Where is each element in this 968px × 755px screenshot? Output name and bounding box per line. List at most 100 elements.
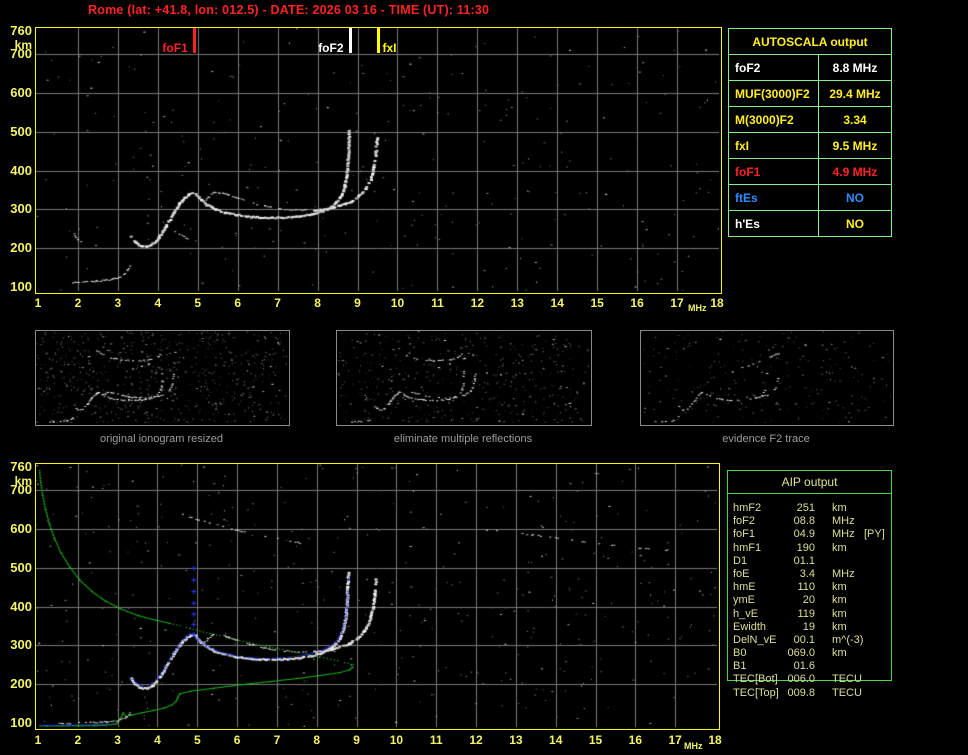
aip-param-label: TEC[Bot]: [733, 673, 778, 686]
param-value: 8.8 MHz: [832, 60, 878, 75]
param-label: MUF(3000)F2: [729, 81, 819, 106]
autoscala-row-fxi: fxI 9.5 MHz: [729, 132, 891, 158]
axis-unit-km: km: [14, 38, 32, 52]
autoscala-row-hes: h'Es NO: [729, 210, 891, 236]
param-label: ftEs: [729, 185, 819, 210]
thumbnail-f2-trace: [640, 330, 894, 426]
x-tick-9: 9: [353, 733, 360, 747]
aip-param-label: DelN_vE: [733, 633, 777, 646]
aip-param-unit: MHz: [832, 515, 855, 528]
param-label: h'Es: [729, 211, 819, 236]
aip-param-label: h_vE: [733, 607, 759, 620]
aip-row-d1: D1 01.1: [733, 555, 903, 568]
x-tick-5: 5: [194, 296, 202, 310]
y-tick-500: 500: [10, 123, 32, 139]
aip-row-b0: B0 069.0 km: [733, 647, 903, 660]
y-tick-200: 200: [10, 676, 32, 692]
aip-param-label: hmF1: [733, 541, 762, 554]
thumbnail-caption-f2: evidence F2 trace: [722, 433, 810, 445]
param-value: 29.4 MHz: [829, 86, 881, 101]
aip-panel: AIP output: [727, 470, 892, 681]
aip-param-extra: [PY]: [864, 528, 885, 541]
x-tick-17: 17: [670, 296, 684, 310]
bottom-ionogram-plot: [35, 463, 720, 730]
aip-param-label: ymE: [733, 594, 755, 607]
param-label: foF2: [729, 55, 819, 80]
aip-param-value: 04.9: [793, 528, 815, 541]
y-tick-760: 760: [10, 23, 32, 38]
top-ionogram-canvas: [36, 28, 719, 291]
x-tick-16: 16: [628, 733, 643, 747]
x-tick-5: 5: [193, 733, 201, 747]
aip-row-hme: hmE 110 km: [733, 581, 903, 594]
x-tick-1: 1: [34, 733, 42, 747]
autoscala-row-muf3000f2: MUF(3000)F2 29.4 MHz: [729, 80, 891, 106]
aip-row-foe: foE 3.4 MHz: [733, 568, 903, 581]
aip-row-hmf1: hmF1 190 km: [733, 542, 903, 555]
x-tick-15: 15: [588, 733, 603, 747]
autoscala-header: AUTOSCALA output: [752, 34, 868, 49]
y-tick-700: 700: [10, 46, 32, 62]
y-tick-200: 200: [10, 240, 32, 256]
y-tick-700: 700: [10, 482, 32, 498]
aip-row-tectop: TEC[Top] 009.8 TECU: [733, 687, 903, 700]
param-label: fxI: [729, 133, 819, 158]
x-tick-12: 12: [470, 296, 485, 310]
x-tick-11: 11: [431, 296, 444, 310]
aip-param-unit: km: [832, 541, 847, 554]
thumbnail-caption-original: original ionogram resized: [100, 433, 223, 445]
thumbnail-original-ionogram: [35, 330, 290, 426]
marker-fof2-line: [348, 28, 352, 53]
x-tick-14: 14: [549, 733, 563, 747]
x-tick-10: 10: [389, 733, 404, 747]
x-tick-4: 4: [154, 733, 161, 747]
thumbnail-eliminate-reflections: [336, 330, 592, 426]
marker-fof1-label: foF1: [162, 41, 188, 55]
x-tick-15: 15: [590, 296, 604, 310]
aip-param-value: 3.4: [799, 567, 815, 580]
x-tick-13: 13: [509, 733, 523, 747]
aip-param-unit: km: [832, 620, 847, 633]
param-label: M(3000)F2: [729, 107, 819, 132]
aip-row-delnve: DelN_vE 00.1 m^(-3): [733, 634, 903, 647]
aip-param-value: 20: [802, 594, 815, 607]
param-label: foF1: [729, 159, 819, 184]
aip-param-value: 006.0: [787, 673, 815, 686]
bottom-ionogram-canvas: [36, 464, 717, 727]
x-tick-7: 7: [274, 296, 281, 310]
page-title: Rome (lat: +41.8, lon: 012.5) - DATE: 20…: [88, 3, 490, 17]
aip-param-label: hmE: [733, 581, 756, 594]
x-tick-10: 10: [390, 296, 405, 310]
aip-row-b1: B1 01.6: [733, 660, 903, 673]
x-tick-3: 3: [114, 733, 121, 747]
x-tick-18: 18: [710, 296, 724, 310]
aip-header: AIP output: [728, 471, 891, 494]
marker-fxi-label: fxI: [382, 41, 397, 55]
axis-unit-mhz: MHz: [684, 741, 703, 751]
y-tick-600: 600: [10, 521, 32, 537]
x-tick-13: 13: [510, 296, 524, 310]
x-tick-17: 17: [668, 733, 682, 747]
aip-param-label: B1: [733, 660, 747, 673]
x-tick-16: 16: [630, 296, 644, 310]
aip-param-label: B0: [733, 647, 747, 660]
marker-fof1-line: [192, 28, 196, 53]
aip-param-value: 19: [802, 620, 815, 633]
aip-param-value: 01.6: [793, 660, 815, 673]
axis-unit-mhz: MHz: [688, 303, 707, 313]
thumbnail-f2-canvas: [641, 331, 891, 423]
autoscala-row-m3000f2: M(3000)F2 3.34: [729, 106, 891, 132]
top-ionogram-plot: [35, 27, 722, 294]
param-value: 3.34: [843, 112, 867, 127]
thumbnail-original-canvas: [36, 331, 287, 423]
autoscala-body: foF2 8.8 MHz MUF(3000)F2 29.4 MHz M(3000)F2 3…: [729, 54, 891, 236]
aip-param-value: 069.0: [787, 647, 815, 660]
param-value: 4.9 MHz: [832, 164, 878, 179]
aip-param-value: 119: [797, 607, 815, 620]
marker-fxi-line: [376, 28, 380, 53]
aip-param-unit: km: [832, 647, 847, 660]
aip-param-unit: TECU: [832, 673, 862, 686]
aip-param-value: 00.1: [793, 633, 815, 646]
aip-param-label: foF2: [733, 515, 756, 528]
thumbnail-eliminate-canvas: [337, 331, 589, 423]
